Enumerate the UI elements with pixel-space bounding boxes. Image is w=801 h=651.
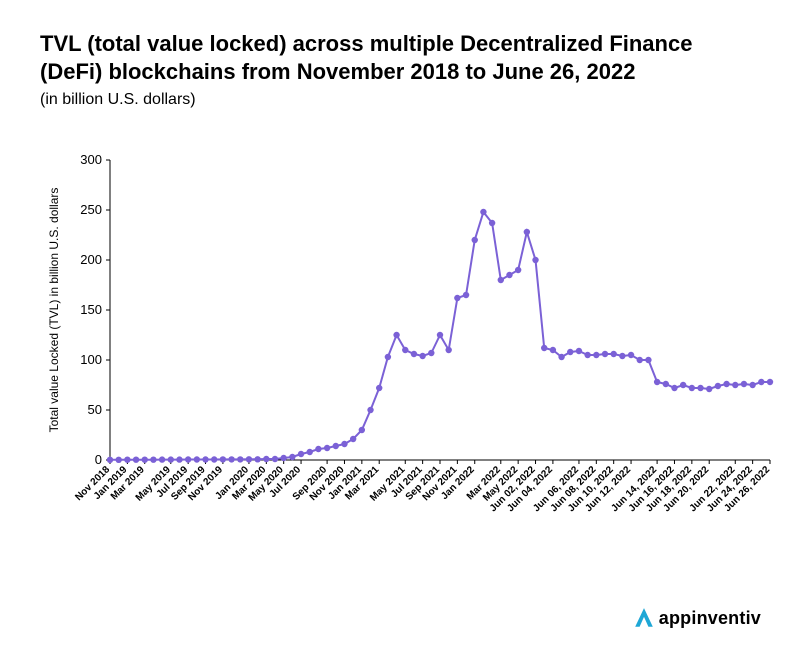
- y-tick: 300: [80, 152, 102, 167]
- data-point: [584, 352, 590, 358]
- data-point: [480, 209, 486, 215]
- brand-mark-icon: [633, 607, 655, 629]
- data-point: [341, 441, 347, 447]
- data-point: [723, 381, 729, 387]
- data-point: [532, 257, 538, 263]
- data-point: [715, 383, 721, 389]
- data-point: [194, 456, 200, 462]
- data-point: [359, 427, 365, 433]
- data-point: [159, 456, 165, 462]
- data-point: [593, 352, 599, 358]
- data-point: [541, 345, 547, 351]
- data-point: [333, 443, 339, 449]
- data-point: [246, 456, 252, 462]
- data-point: [689, 385, 695, 391]
- data-point: [576, 348, 582, 354]
- tvl-line-chart: 0 50 100 150 200 250 300 Total value Locked (T…: [40, 150, 780, 580]
- y-tick: 150: [80, 302, 102, 317]
- data-point: [115, 457, 121, 463]
- data-point: [498, 277, 504, 283]
- data-point: [298, 451, 304, 457]
- data-point: [445, 347, 451, 353]
- y-tick: 0: [95, 452, 102, 467]
- y-tick: 100: [80, 352, 102, 367]
- data-point: [393, 332, 399, 338]
- data-point: [663, 381, 669, 387]
- data-point: [628, 352, 634, 358]
- data-point: [524, 229, 530, 235]
- series-markers: [107, 209, 773, 463]
- data-point: [428, 350, 434, 356]
- axes: [106, 160, 770, 464]
- titles-block: TVL (total value locked) across multiple…: [40, 30, 760, 109]
- data-point: [515, 267, 521, 273]
- data-point: [211, 456, 217, 462]
- data-point: [376, 385, 382, 391]
- data-point: [150, 457, 156, 463]
- data-point: [202, 456, 208, 462]
- data-point: [263, 456, 269, 462]
- data-point: [706, 386, 712, 392]
- data-point: [767, 379, 773, 385]
- data-point: [680, 382, 686, 388]
- data-point: [124, 457, 130, 463]
- data-point: [489, 220, 495, 226]
- data-point: [654, 379, 660, 385]
- data-point: [749, 382, 755, 388]
- data-point: [272, 456, 278, 462]
- data-point: [133, 457, 139, 463]
- data-point: [732, 382, 738, 388]
- data-point: [228, 456, 234, 462]
- data-point: [602, 351, 608, 357]
- data-point: [671, 385, 677, 391]
- data-point: [697, 385, 703, 391]
- brand-logo: appinventiv: [633, 607, 761, 629]
- data-point: [254, 456, 260, 462]
- data-point: [741, 381, 747, 387]
- y-tick: 50: [88, 402, 102, 417]
- page: TVL (total value locked) across multiple…: [0, 0, 801, 651]
- data-point: [385, 354, 391, 360]
- chart-title: TVL (total value locked) across multiple…: [40, 30, 760, 85]
- data-point: [367, 407, 373, 413]
- y-tick-labels: 0 50 100 150 200 250 300: [80, 152, 102, 467]
- data-point: [645, 357, 651, 363]
- data-point: [324, 445, 330, 451]
- data-point: [550, 347, 556, 353]
- data-point: [419, 353, 425, 359]
- data-point: [315, 446, 321, 452]
- data-point: [220, 456, 226, 462]
- y-tick: 250: [80, 202, 102, 217]
- data-point: [307, 449, 313, 455]
- data-point: [558, 354, 564, 360]
- data-point: [176, 456, 182, 462]
- data-point: [289, 454, 295, 460]
- data-point: [619, 353, 625, 359]
- data-point: [454, 295, 460, 301]
- data-point: [168, 456, 174, 462]
- data-point: [610, 351, 616, 357]
- y-axis-label: Total value Locked (TVL) in billion U.S.…: [47, 188, 61, 433]
- y-tick: 200: [80, 252, 102, 267]
- data-point: [185, 456, 191, 462]
- data-point: [280, 455, 286, 461]
- data-point: [637, 357, 643, 363]
- data-point: [758, 379, 764, 385]
- chart-container: 0 50 100 150 200 250 300 Total value Locked (T…: [40, 150, 780, 580]
- data-point: [463, 292, 469, 298]
- data-point: [567, 349, 573, 355]
- x-tick-labels: Nov 2018Jan 2019Mar 2019May 2019Jul 2019…: [73, 464, 772, 514]
- data-point: [350, 436, 356, 442]
- data-point: [437, 332, 443, 338]
- data-point: [472, 237, 478, 243]
- chart-subtitle: (in billion U.S. dollars): [40, 91, 760, 109]
- data-point: [402, 347, 408, 353]
- data-point: [506, 272, 512, 278]
- brand-name: appinventiv: [659, 608, 761, 629]
- data-point: [411, 351, 417, 357]
- data-point: [142, 457, 148, 463]
- data-point: [107, 457, 113, 463]
- data-point: [237, 456, 243, 462]
